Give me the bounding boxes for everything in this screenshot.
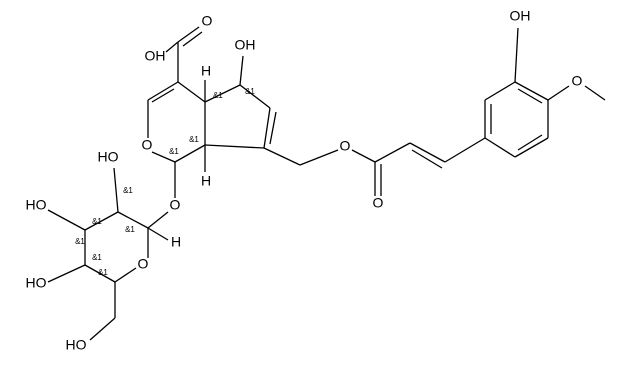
stereo-labels: &1 &1 &1 &1 &1 &1 &1 &1 &1 &1 — [75, 87, 255, 277]
atom-label: O — [340, 138, 351, 154]
stereo-label: &1 — [245, 87, 255, 96]
atom-label: O — [202, 13, 213, 29]
atom-label: O — [572, 73, 583, 89]
atom-labels: O OH OH O O O O OH O HO HO O HO HO — [26, 8, 583, 353]
atom-label: O — [142, 137, 153, 153]
bonds — [47, 26, 606, 341]
atom-label: OH — [235, 37, 256, 53]
stereo-label: &1 — [169, 147, 179, 156]
atom-label: HO — [26, 197, 47, 213]
stereo-label: &1 — [75, 237, 85, 246]
stereo-label: &1 — [213, 91, 223, 100]
stereo-label: &1 — [92, 253, 102, 262]
atom-label: O — [170, 197, 181, 213]
atom-label: OH — [510, 8, 531, 24]
stereo-label: &1 — [98, 268, 108, 277]
stereo-label: &1 — [125, 225, 135, 234]
atom-label: OH — [145, 48, 166, 64]
hydrogen-label: H — [201, 173, 211, 189]
hydrogen-label: H — [171, 234, 181, 250]
stereo-label: &1 — [123, 186, 133, 195]
atom-label: O — [373, 195, 384, 211]
atom-label: O — [138, 256, 149, 272]
atom-label: HO — [98, 149, 119, 165]
hydrogen-label: H — [201, 63, 211, 79]
atom-label: HO — [66, 337, 87, 353]
stereo-label: &1 — [92, 217, 102, 226]
hydrogen-labels: H H H — [171, 63, 211, 250]
atom-label: HO — [26, 275, 47, 291]
stereo-label: &1 — [189, 135, 199, 144]
